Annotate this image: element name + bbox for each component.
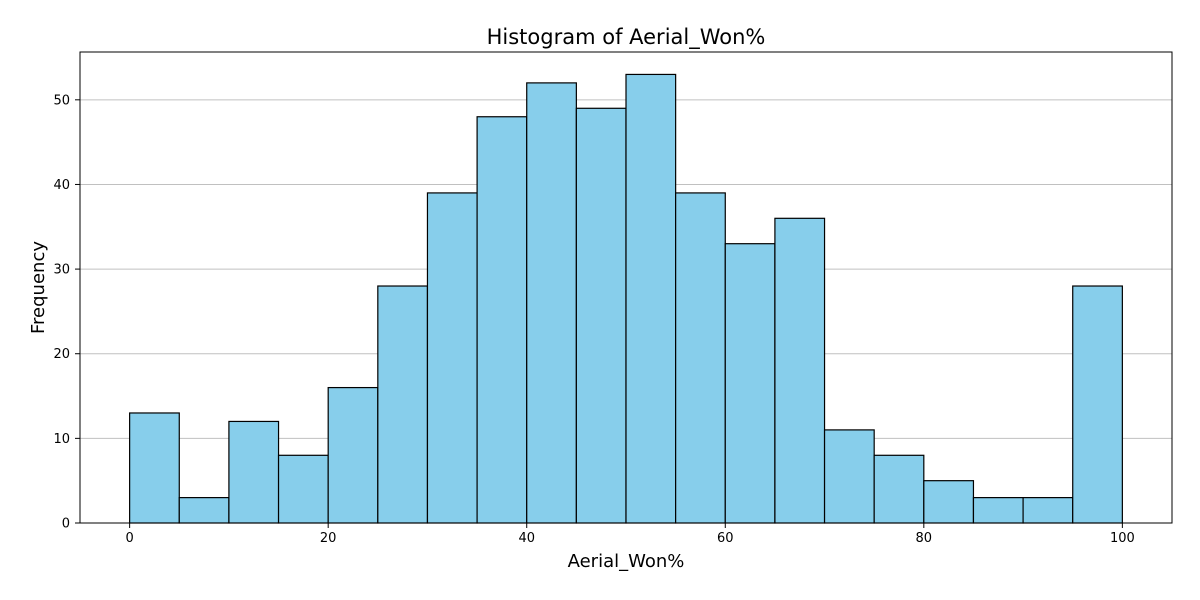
histogram-bar <box>972 497 1024 524</box>
histogram-bar <box>327 386 379 524</box>
y-tick-label: 0 <box>62 517 70 532</box>
histogram-bar <box>625 73 677 524</box>
y-tick-label: 20 <box>53 347 70 362</box>
histogram-bar <box>377 285 429 524</box>
y-axis-label: Frequency <box>28 241 49 334</box>
histogram-bar <box>129 412 180 524</box>
plot-frame <box>79 51 1173 524</box>
histogram-bars <box>129 73 1123 524</box>
x-tick-label: 0 <box>125 531 133 546</box>
y-tick-label: 30 <box>53 263 70 278</box>
y-axis-ticks: 0 10 20 30 40 50 <box>53 93 80 532</box>
histogram-bar <box>724 243 776 524</box>
histogram-bar <box>476 116 528 524</box>
histogram-bar <box>228 420 280 524</box>
y-tick-label: 50 <box>53 93 70 108</box>
x-tick-label: 100 <box>1110 531 1135 546</box>
x-tick-label: 60 <box>717 531 734 546</box>
histogram-bar <box>675 192 726 524</box>
histogram-bar <box>774 217 826 524</box>
histogram-bar <box>873 454 925 524</box>
y-tick-label: 10 <box>53 432 70 447</box>
histogram-bar <box>426 192 478 524</box>
chart-title: Histogram of Aerial_Won% <box>487 25 766 50</box>
x-axis-ticks: 0 20 40 60 80 100 <box>125 523 1135 546</box>
histogram-bar <box>823 429 875 524</box>
y-tick-label: 40 <box>53 178 70 193</box>
histogram-bar <box>575 107 627 524</box>
x-tick-label: 40 <box>518 531 535 546</box>
histogram-bar <box>923 480 975 524</box>
x-axis-label: Aerial_Won% <box>568 551 685 572</box>
histogram-bar <box>277 454 329 524</box>
x-tick-label: 80 <box>916 531 933 546</box>
histogram-bar <box>1022 497 1074 524</box>
x-tick-label: 20 <box>320 531 337 546</box>
histogram-bar <box>1072 285 1123 524</box>
histogram-bar <box>526 82 577 524</box>
histogram-bar <box>178 497 230 524</box>
